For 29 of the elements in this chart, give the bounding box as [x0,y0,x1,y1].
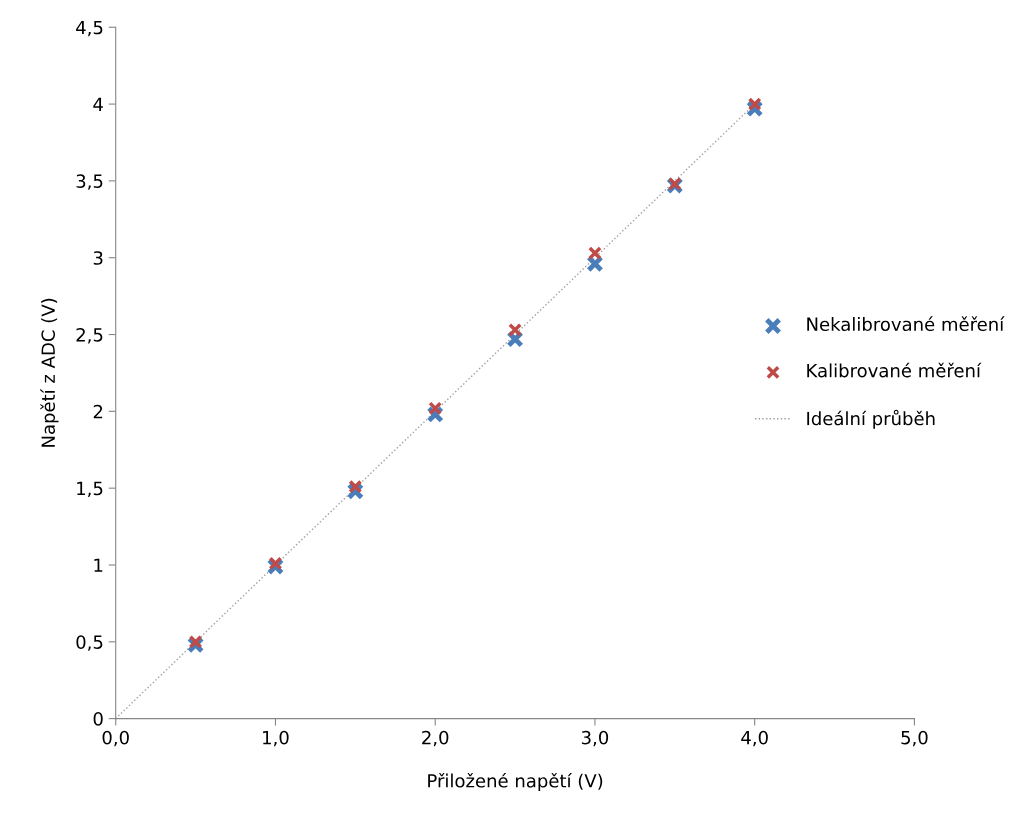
point [667,177,682,191]
x-tick-label: 5,0 [901,730,928,747]
point [348,479,363,494]
point [428,401,443,416]
y-tick-label: 4,5 [76,20,103,37]
x-tick-label: 2,0 [422,730,449,747]
y-tick-label: 0 [93,712,103,726]
y-tick-label: 3 [93,251,103,265]
y-tick-label: 2,5 [76,327,103,344]
y-tick-label: 2 [93,404,103,419]
legend-label: Nekalibrované měření [807,316,1005,332]
y-tick-label: 4 [93,97,103,111]
point [508,323,522,337]
y-tick-label: 0,5 [76,635,103,651]
point [268,556,283,571]
point [588,246,602,260]
x-tick-label: 0,0 [102,730,129,747]
y-axis-title: Napětí z ADC (V) [40,298,59,447]
y-tick-label: 1 [94,558,103,572]
x-tick-label: 4,0 [741,730,768,747]
x-tick-label: 3,0 [581,730,609,747]
point [747,97,762,111]
y-tick-label: 3,5 [76,174,103,190]
x-axis-title: Přiložené napětí (V) [428,772,603,792]
y-tick-label: 1,5 [77,481,103,498]
x-tick-label: 1,0 [263,730,289,747]
legend-label: Ideální průběh [807,409,935,429]
point [188,634,203,649]
legend-label: Kalibrované měření [807,362,982,378]
